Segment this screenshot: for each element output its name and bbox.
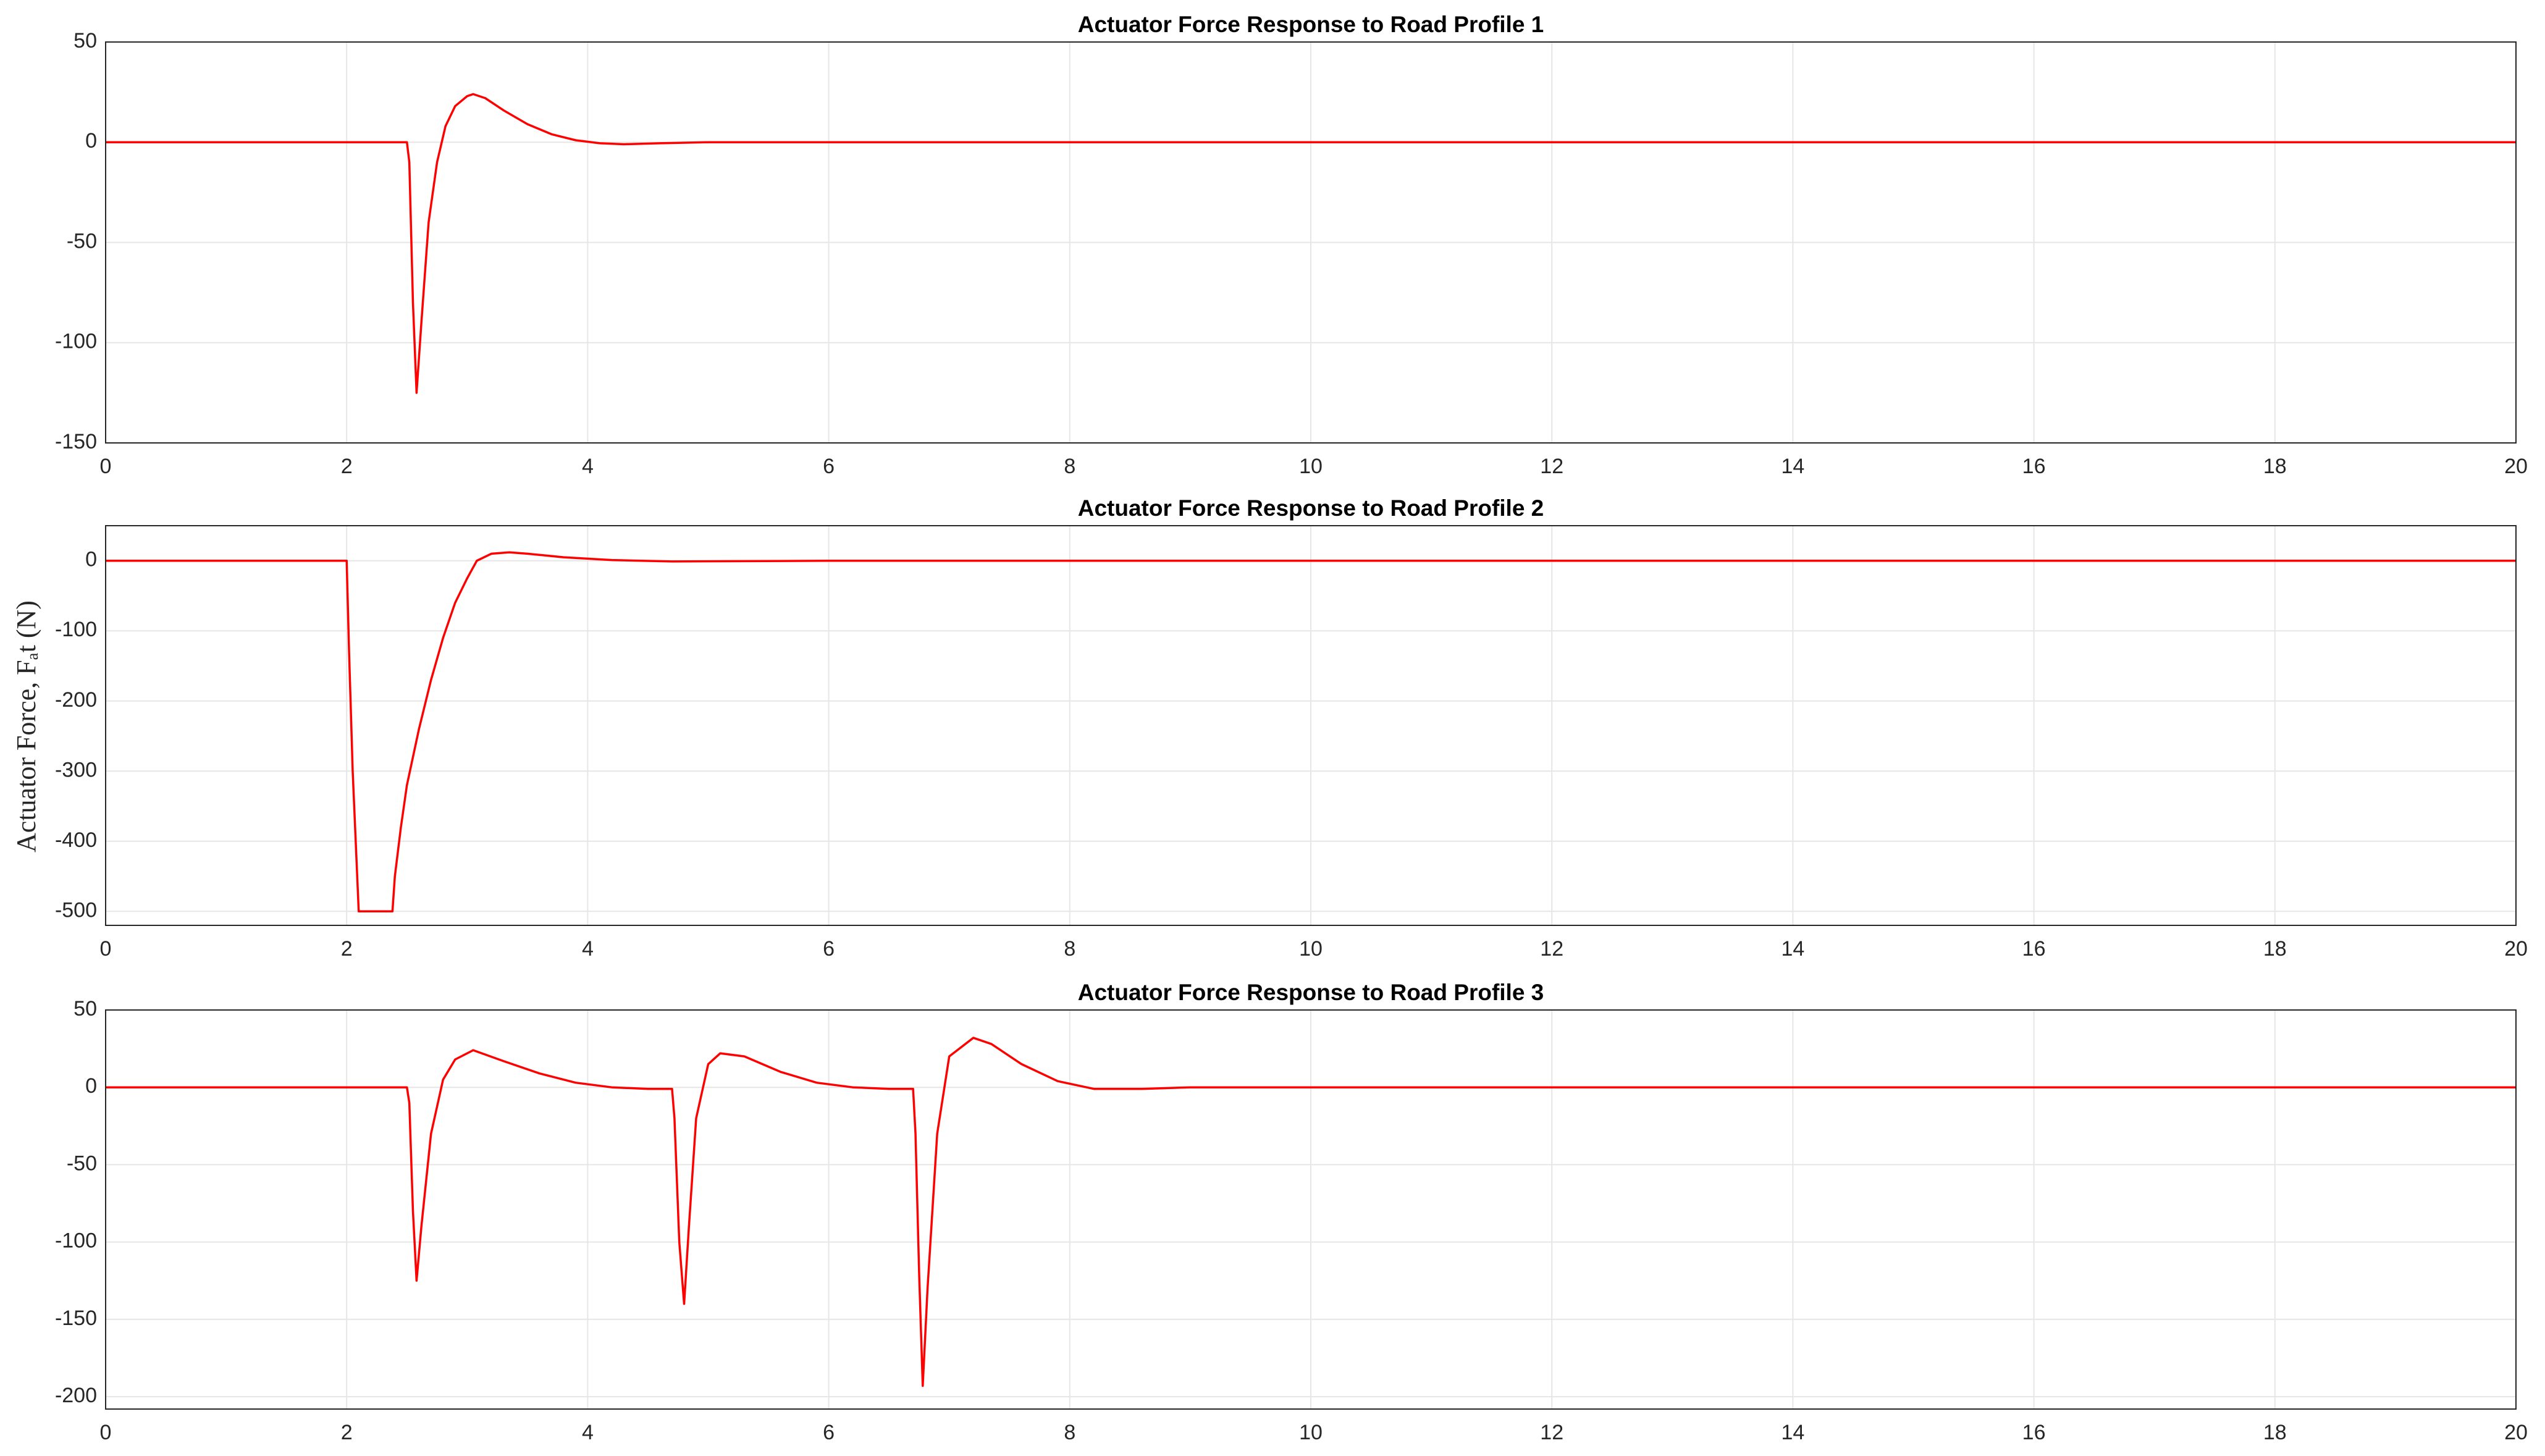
x-tick-label: 18 xyxy=(2263,1421,2287,1444)
y-axis-label: Actuator Force, Fₐt (N) xyxy=(11,600,41,852)
x-tick-label: 6 xyxy=(823,937,835,961)
x-tick-label: 0 xyxy=(100,455,112,478)
y-tick-label: 0 xyxy=(85,548,97,571)
x-tick-label: 0 xyxy=(100,937,112,961)
x-tick-label: 14 xyxy=(1781,1421,1804,1444)
y-tick-label: -50 xyxy=(67,229,97,253)
x-tick-label: 6 xyxy=(823,455,835,478)
axes-box xyxy=(105,41,2517,444)
x-tick-label: 12 xyxy=(1540,455,1563,478)
y-tick-label: 50 xyxy=(74,29,97,53)
x-tick-label: 2 xyxy=(341,1421,353,1444)
chart-title: Actuator Force Response to Road Profile … xyxy=(1078,495,1544,521)
y-tick-label: -150 xyxy=(55,430,97,453)
x-tick-label: 18 xyxy=(2263,937,2287,961)
y-tick-label: -100 xyxy=(55,1229,97,1253)
y-tick-label: -200 xyxy=(55,688,97,712)
x-tick-label: 12 xyxy=(1540,937,1563,961)
y-tick-label: -150 xyxy=(55,1307,97,1330)
x-tick-label: 20 xyxy=(2504,937,2528,961)
y-tick-label: -100 xyxy=(55,618,97,641)
y-tick-label: 0 xyxy=(85,1074,97,1098)
y-tick-label: -200 xyxy=(55,1384,97,1407)
x-tick-label: 14 xyxy=(1781,455,1804,478)
y-tick-label: -500 xyxy=(55,898,97,922)
y-tick-label: 50 xyxy=(74,997,97,1020)
chart-title: Actuator Force Response to Road Profile … xyxy=(1078,12,1544,37)
x-tick-label: 4 xyxy=(582,1421,594,1444)
y-tick-label: -400 xyxy=(55,828,97,852)
x-tick-label: 16 xyxy=(2022,937,2046,961)
axes-box xyxy=(105,1009,2517,1410)
x-tick-label: 10 xyxy=(1299,937,1323,961)
x-tick-label: 12 xyxy=(1540,1421,1563,1444)
x-tick-label: 16 xyxy=(2022,455,2046,478)
data-line xyxy=(106,1037,2516,1387)
chart-title: Actuator Force Response to Road Profile … xyxy=(1078,980,1544,1005)
x-tick-label: 10 xyxy=(1299,455,1323,478)
y-tick-label: -300 xyxy=(55,758,97,781)
x-tick-label: 16 xyxy=(2022,1421,2046,1444)
x-tick-label: 10 xyxy=(1299,1421,1323,1444)
x-tick-label: 8 xyxy=(1064,937,1075,961)
y-tick-label: -50 xyxy=(67,1151,97,1175)
x-tick-label: 20 xyxy=(2504,455,2528,478)
x-tick-label: 8 xyxy=(1064,455,1075,478)
x-tick-label: 20 xyxy=(2504,1421,2528,1444)
axes-box xyxy=(105,525,2517,926)
x-tick-label: 4 xyxy=(582,937,594,961)
x-tick-label: 8 xyxy=(1064,1421,1075,1444)
x-tick-label: 14 xyxy=(1781,937,1804,961)
x-tick-label: 18 xyxy=(2263,455,2287,478)
x-tick-label: 2 xyxy=(341,455,353,478)
x-tick-label: 6 xyxy=(823,1421,835,1444)
y-tick-label: 0 xyxy=(85,129,97,153)
x-tick-label: 2 xyxy=(341,937,353,961)
x-tick-label: 4 xyxy=(582,455,594,478)
data-line xyxy=(106,93,2516,394)
x-tick-label: 0 xyxy=(100,1421,112,1444)
y-tick-label: -100 xyxy=(55,330,97,353)
data-line xyxy=(106,551,2516,913)
